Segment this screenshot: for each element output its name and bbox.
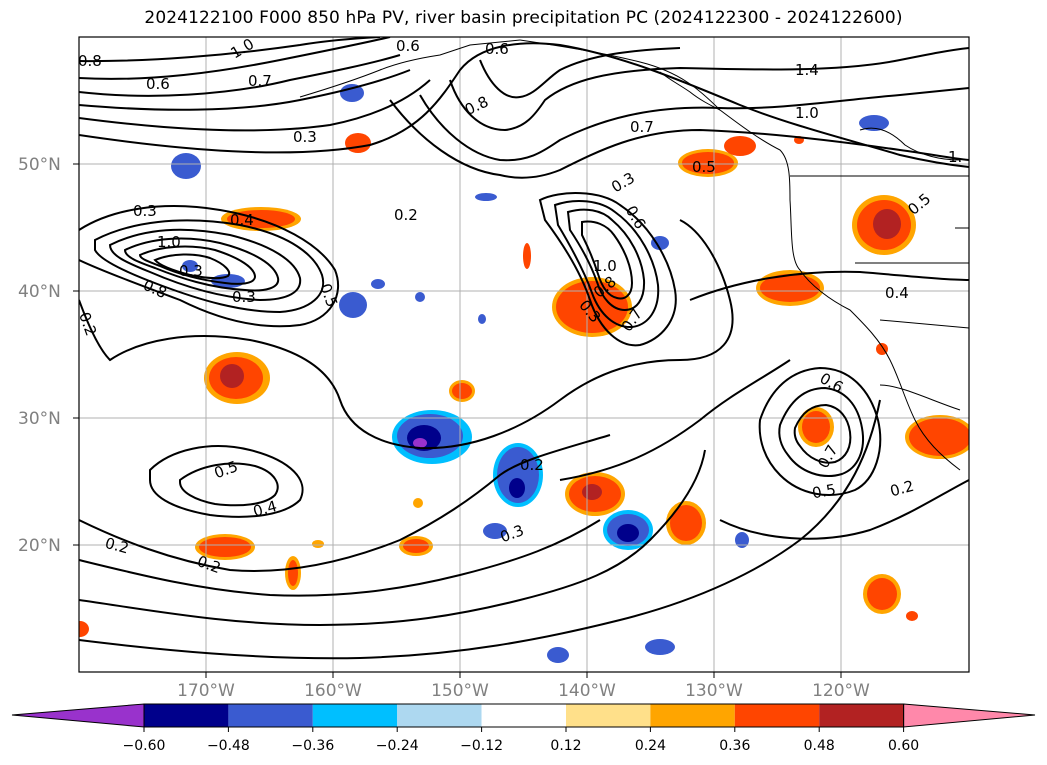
colorbar-bin	[566, 704, 651, 727]
colorbar: −0.60 −0.48 −0.36 −0.24 −0.12 0.12 0.24 …	[11, 703, 1036, 754]
colorbar-extend-high	[903, 703, 1036, 728]
contour-label: 1.0	[795, 104, 819, 122]
colorbar-tick-label: 0.24	[635, 738, 666, 754]
contour-label: 0.5	[692, 158, 716, 176]
contour-label: 0.4	[251, 497, 279, 521]
contour-label: 0.6	[485, 40, 509, 58]
map-frame	[78, 36, 970, 673]
lat-label-50n: 50°N	[18, 155, 61, 175]
contour-label: 0.2	[103, 534, 131, 558]
colorbar-bin	[228, 704, 313, 727]
lon-label-130w: 130°W	[685, 681, 743, 701]
lon-label-170w: 170°W	[177, 681, 235, 701]
colorbar-bin	[144, 704, 229, 727]
colorbar-bin	[397, 704, 482, 727]
pv-contours	[79, 37, 969, 660]
lon-label-140w: 140°W	[558, 681, 616, 701]
contour-label: 0.3	[232, 288, 256, 306]
colorbar-bin	[819, 704, 904, 727]
lon-label-160w: 160°W	[304, 681, 362, 701]
colorbar-tick-label: −0.24	[376, 738, 419, 754]
lon-label-120w: 120°W	[812, 681, 870, 701]
contour-label: 0.2	[520, 456, 544, 474]
latitude-axis: 50°N 40°N 30°N 20°N	[18, 155, 79, 556]
colorbar-tick-label: −0.60	[123, 738, 166, 754]
contour-label: 0.7	[248, 72, 272, 90]
contour-label: 0.4	[230, 211, 254, 229]
contour-label: 0.2	[394, 206, 418, 224]
colorbar-bin	[312, 704, 398, 727]
figure-title: 2024122100 F000 850 hPa PV, river basin …	[144, 8, 903, 28]
contour-label: 0.2	[888, 477, 916, 501]
contour-label: 0.3	[179, 262, 203, 280]
lat-label-40n: 40°N	[18, 282, 61, 302]
contour-label: 0.6	[396, 37, 420, 55]
colorbar-tick-label: 0.48	[804, 738, 835, 754]
contour-label: 0.8	[78, 52, 102, 70]
colorbar-bin	[650, 704, 735, 727]
lat-label-20n: 20°N	[18, 536, 61, 556]
contour-label: 0.6	[146, 75, 170, 93]
contour-label: 0.7	[630, 118, 654, 136]
contour-label: 0.3	[293, 128, 317, 146]
contour-label: 0.5	[811, 480, 838, 502]
contour-label: 1.4	[795, 61, 819, 79]
colorbar-bin	[481, 704, 566, 727]
lon-label-150w: 150°W	[431, 681, 489, 701]
colorbar-tick-label: 0.60	[888, 738, 919, 754]
map-area	[79, 37, 969, 672]
colorbar-tick-label: 0.36	[719, 738, 750, 754]
contour-label: 0.3	[133, 202, 157, 220]
colorbar-tick-label: 0.12	[550, 738, 581, 754]
colorbar-tick-label: −0.36	[291, 738, 334, 754]
contour-label: 0.2	[75, 310, 100, 339]
colorbar-extend-low	[11, 703, 145, 728]
longitude-axis: 170°W 160°W 150°W 140°W 130°W 120°W	[177, 672, 870, 701]
contour-label: 1.0	[593, 257, 617, 275]
lat-label-30n: 30°N	[18, 409, 61, 429]
colorbar-tick-label: −0.12	[460, 738, 503, 754]
contour-label: 1.	[948, 148, 962, 166]
contour-label: 0.4	[885, 284, 909, 302]
colorbar-bin	[734, 704, 820, 727]
colorbar-tick-label: −0.48	[207, 738, 250, 754]
contour-label: 1.0	[157, 233, 181, 251]
